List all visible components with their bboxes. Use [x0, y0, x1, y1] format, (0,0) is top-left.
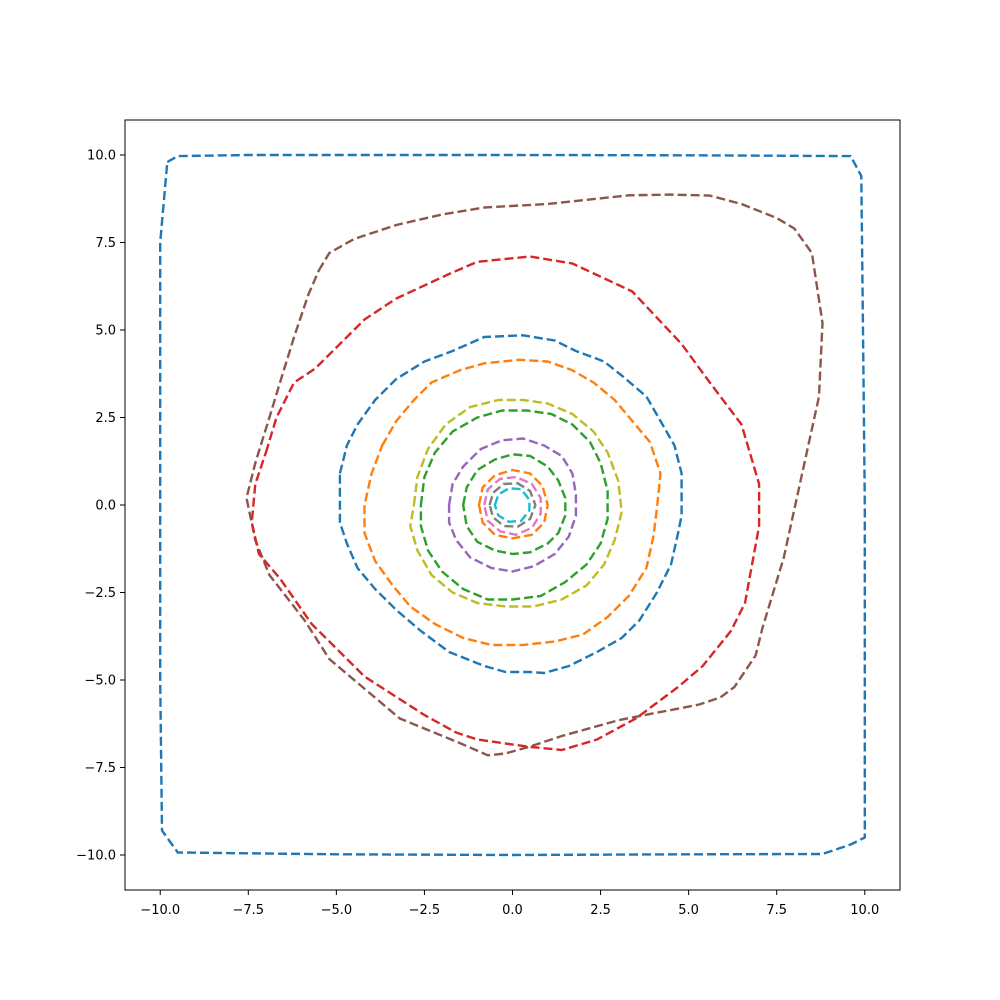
- contour-line-7: [419, 409, 609, 601]
- contour-line-4: [338, 334, 683, 675]
- y-tick-label: −2.5: [84, 586, 116, 601]
- y-tick-label: 7.5: [95, 236, 116, 251]
- x-tick-label: −7.5: [233, 903, 265, 918]
- contour-line-10: [477, 468, 549, 540]
- x-tick-label: −5.0: [321, 903, 353, 918]
- series-layer: [159, 153, 866, 857]
- contour-line-5: [363, 358, 662, 647]
- x-tick-label: 2.5: [590, 903, 611, 918]
- contour-line-13: [493, 487, 531, 523]
- x-tick-label: 5.0: [678, 903, 699, 918]
- contour-line-3: [250, 255, 761, 752]
- x-tick-label: −10.0: [140, 903, 180, 918]
- contour-line-8: [447, 437, 578, 573]
- contour-line-9: [462, 453, 567, 556]
- contour-line-12: [488, 482, 537, 528]
- y-tick-label: 2.5: [95, 411, 116, 426]
- y-tick-label: −5.0: [84, 674, 116, 689]
- x-tick-label: 7.5: [766, 903, 787, 918]
- y-tick-label: −10.0: [76, 849, 116, 864]
- contour-line-6: [409, 398, 623, 608]
- tick-layer: −10.0 −7.5 −5.0 −2.5 0.0 2.5 5.0 7.5 10.0 −10.0 −7…: [76, 149, 879, 919]
- y-tick-label: 5.0: [95, 324, 116, 339]
- contour-line-1: [159, 153, 866, 857]
- x-tick-label: −2.5: [409, 903, 441, 918]
- contour-line-11: [483, 475, 542, 536]
- x-tick-label: 0.0: [502, 903, 523, 918]
- y-tick-label: 0.0: [95, 499, 116, 514]
- y-tick-label: 10.0: [87, 149, 116, 164]
- y-tick-label: −7.5: [84, 761, 116, 776]
- x-tick-label: 10.0: [850, 903, 879, 918]
